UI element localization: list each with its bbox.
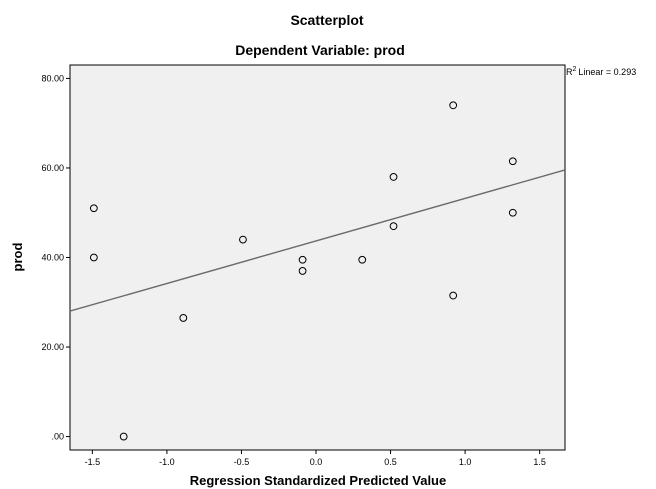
r2-value: Linear = 0.293	[578, 67, 636, 77]
x-tick-label: -1.5	[85, 457, 101, 467]
data-point	[508, 157, 517, 166]
x-tick-label: 1.0	[459, 457, 472, 467]
x-tick-label: -1.0	[159, 457, 175, 467]
data-point	[449, 291, 458, 300]
data-point	[89, 204, 98, 213]
x-tick-label: 0.5	[384, 457, 397, 467]
data-point	[89, 253, 98, 262]
fit-line-group	[69, 169, 566, 312]
x-tick-label: 0.0	[310, 457, 323, 467]
y-tick-label: 80.00	[41, 73, 64, 83]
r2-annotation: R2 Linear = 0.293	[566, 66, 636, 77]
x-axis-label: Regression Standardized Predicted Value	[190, 473, 446, 488]
data-point	[298, 255, 307, 264]
regression-fit-line	[69, 169, 566, 312]
data-point	[389, 173, 398, 181]
data-point	[358, 255, 367, 264]
y-axis-label: prod	[10, 243, 25, 272]
y-tick-label: 60.00	[41, 163, 64, 173]
chart-title: Scatterplot	[290, 12, 363, 28]
x-tick-label: -0.5	[234, 457, 250, 467]
r2-prefix: R	[566, 67, 573, 77]
data-point	[298, 267, 307, 275]
chart-subtitle: Dependent Variable: prod	[235, 42, 405, 58]
data-point	[389, 222, 398, 231]
y-tick-label: 40.00	[41, 253, 64, 263]
x-tick-label: 1.5	[533, 457, 546, 467]
y-tick-label: .00	[51, 432, 64, 442]
x-axis-ticks: -1.5 -1.0 -0.5 0.0 0.5 1.0 1.5	[85, 450, 546, 467]
data-points	[89, 101, 517, 441]
y-axis-ticks: .00 20.00 40.00 60.00 80.00	[41, 73, 70, 442]
data-point	[508, 208, 517, 217]
y-tick-label: 20.00	[41, 342, 64, 352]
data-point	[119, 432, 128, 441]
data-point	[179, 314, 188, 322]
data-point	[449, 101, 458, 110]
plot-area	[69, 64, 566, 451]
data-point	[239, 235, 247, 244]
r2-superscript: 2	[573, 66, 577, 73]
